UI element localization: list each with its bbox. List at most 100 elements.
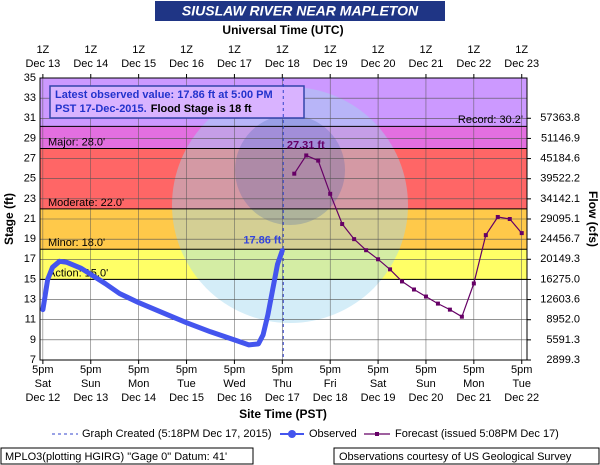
y2-tick-label: 8952.0	[546, 314, 580, 326]
top-tick-label: Dec 21	[409, 58, 444, 70]
y2-tick-label: 2899.3	[546, 354, 580, 366]
y-tick-label: 23	[24, 193, 36, 205]
series-line	[40, 248, 285, 348]
annotation: 17.86 ft	[243, 235, 281, 247]
y-tick-label: 29	[24, 132, 36, 144]
series-marker	[304, 153, 309, 158]
y2-tick-label: 5591.3	[546, 334, 580, 346]
y-tick-label: 27	[24, 152, 36, 164]
x-tick-label: 5pm	[463, 364, 484, 376]
x-tick-label: 5pm	[415, 364, 436, 376]
y-tick-label: 19	[24, 233, 36, 245]
series-marker	[519, 231, 524, 236]
x-tick-label: 5pm	[128, 364, 149, 376]
x-tick-label: Dec 21	[456, 392, 491, 404]
y2-tick-label: 16275.0	[540, 273, 580, 285]
series-marker	[388, 267, 393, 272]
info-date: PST 17-Dec-2015.	[55, 103, 147, 115]
x-tick-label: Dec 18	[313, 392, 348, 404]
legend-label: Forecast (issued 5:08PM Dec 17)	[395, 428, 559, 440]
legend-label: Observed	[309, 428, 357, 440]
series-marker	[411, 287, 416, 292]
top-tick-label: Dec 17	[217, 58, 252, 70]
y2-tick-label: 34142.1	[540, 193, 580, 205]
x-tick-label: Dec 13	[73, 392, 108, 404]
y-axis-title: Stage (ft)	[2, 193, 16, 245]
y-tick-label: 9	[30, 334, 36, 346]
footer-box	[333, 447, 600, 465]
x-tick-label: 5pm	[319, 364, 340, 376]
flood-label: Moderate: 22.0'	[48, 197, 124, 209]
x-tick-label: Dec 17	[265, 392, 300, 404]
series-marker	[495, 214, 500, 219]
x-tick-label: 5pm	[176, 364, 197, 376]
top-tick-label: 1Z	[180, 44, 193, 56]
annotation: 27.31 ft	[287, 139, 325, 151]
x-tick-label: Wed	[223, 378, 245, 390]
series-marker	[340, 222, 345, 227]
y-tick-label: 31	[24, 112, 36, 124]
top-tick-label: Dec 15	[121, 58, 156, 70]
top-tick-label: Dec 22	[456, 58, 491, 70]
flood-label: Record: 30.2'	[458, 114, 523, 126]
top-tick-label: Dec 20	[361, 58, 396, 70]
legend-label: Graph Created (5:18PM Dec 17, 2015)	[82, 428, 272, 440]
series-marker	[376, 257, 381, 262]
x-tick-label: Dec 19	[361, 392, 396, 404]
series-marker	[364, 248, 369, 253]
top-tick-label: Dec 14	[73, 58, 108, 70]
series-marker	[423, 294, 428, 299]
series-line	[293, 154, 523, 318]
y-tick-label: 11	[25, 314, 36, 326]
top-tick-label: 1Z	[132, 44, 145, 56]
y2-axis-title: Flow (cfs)	[586, 191, 600, 247]
x-tick-label: Sat	[370, 378, 387, 390]
y2-tick-label: 57363.8	[540, 112, 580, 124]
title-bar	[155, 1, 445, 21]
series-marker	[328, 191, 333, 196]
series-marker	[507, 217, 512, 221]
legend-marker	[288, 430, 296, 438]
x-axis-title: Site Time (PST)	[239, 407, 327, 421]
info-line: PST 17-Dec-2015. Flood Stage is 18 ft	[55, 103, 252, 115]
series-marker	[459, 314, 464, 319]
x-tick-label: Dec 22	[504, 392, 539, 404]
x-tick-label: Dec 20	[409, 392, 444, 404]
legend-marker	[375, 432, 379, 436]
y2-tick-label: 29095.1	[540, 213, 580, 225]
y-tick-label: 13	[24, 293, 36, 305]
watermark	[235, 115, 345, 225]
series-marker	[471, 281, 476, 286]
info-flood: Flood Stage is 18 ft	[151, 103, 252, 115]
series-marker	[483, 233, 488, 238]
y2-tick-label: 12603.6	[540, 293, 580, 305]
x-tick-label: Sun	[81, 378, 101, 390]
series-marker	[400, 279, 405, 284]
top-tick-label: 1Z	[276, 44, 289, 56]
y2-tick-label: 39522.2	[540, 173, 580, 185]
x-tick-label: 5pm	[80, 364, 101, 376]
x-tick-label: Fri	[324, 378, 337, 390]
y2-tick-label: 51146.9	[541, 132, 580, 144]
y-tick-label: 15	[24, 273, 36, 285]
info-line: Latest observed value: 17.86 ft at 5:00 …	[55, 89, 273, 101]
top-tick-label: Dec 18	[265, 58, 300, 70]
top-tick-label: 1Z	[324, 44, 337, 56]
y-tick-label: 7	[30, 354, 36, 366]
x-tick-label: 5pm	[224, 364, 245, 376]
y-tick-label: 35	[24, 72, 36, 84]
y-tick-label: 21	[24, 213, 36, 225]
footer-left: MPLO3(plotting HGIRG) "Gage 0" Datum: 41…	[5, 451, 227, 463]
x-tick-label: 5pm	[511, 364, 532, 376]
top-tick-label: 1Z	[420, 44, 433, 56]
top-axis-title: Universal Time (UTC)	[222, 23, 343, 37]
series-marker	[316, 158, 321, 163]
flood-label: Major: 28.0'	[48, 136, 105, 148]
x-tick-label: Thu	[273, 378, 292, 390]
x-tick-label: Dec 12	[25, 392, 60, 404]
series-marker	[447, 307, 452, 312]
top-tick-label: 1Z	[84, 44, 97, 56]
x-tick-label: Tue	[512, 378, 531, 390]
x-tick-label: 5pm	[32, 364, 53, 376]
